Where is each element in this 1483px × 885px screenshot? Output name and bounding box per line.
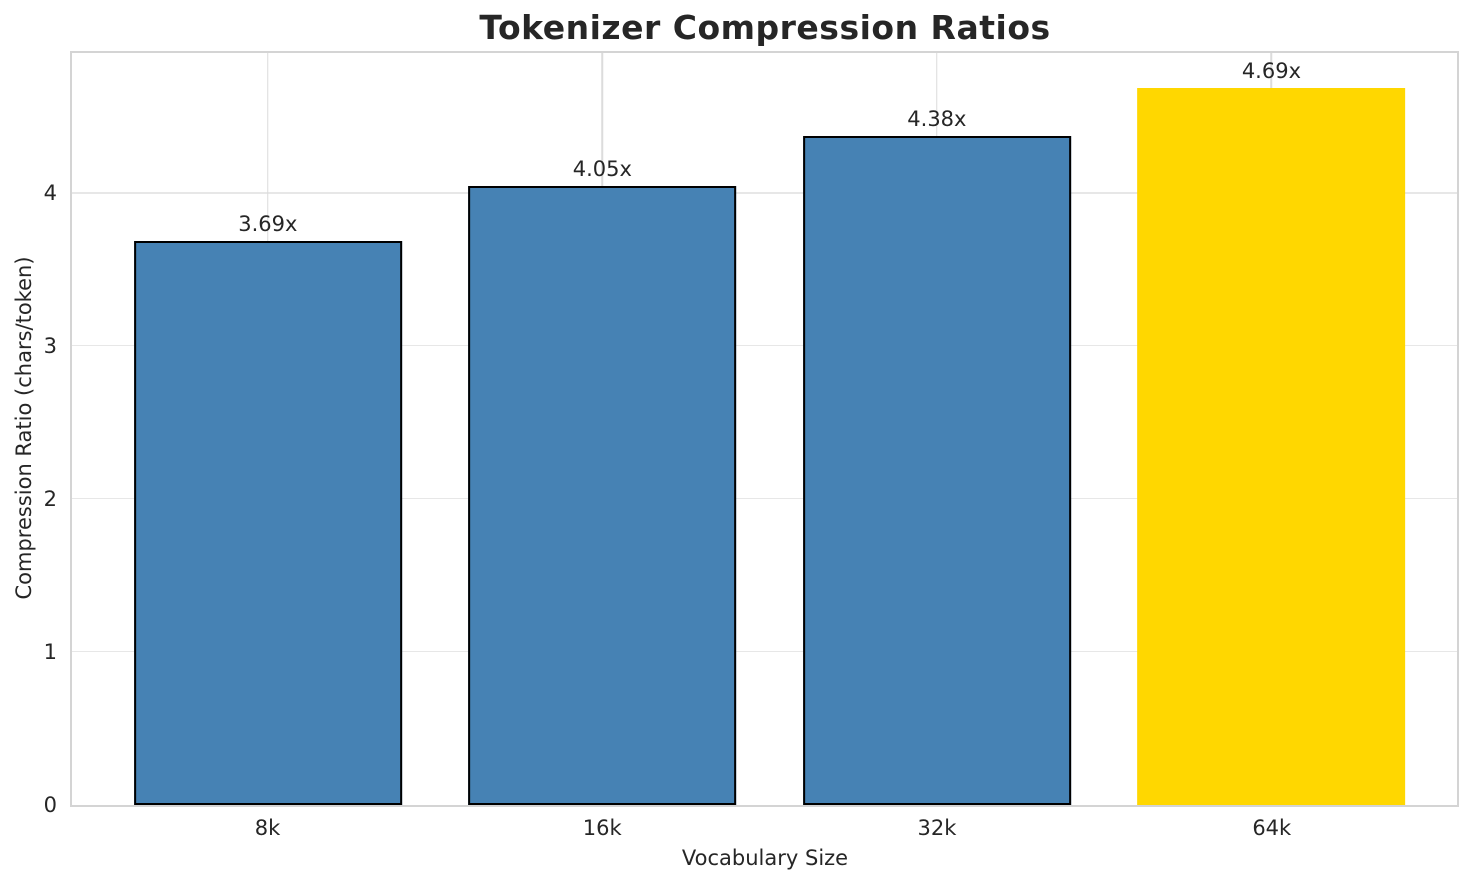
x-axis-label: Vocabulary Size [681,846,849,870]
gridline-horizontal [72,344,1457,347]
y-tick-label: 4 [43,181,57,206]
x-tick-label: 16k [582,816,622,840]
y-axis-label: Compression Ratio (chars/token) [12,256,36,600]
y-tick-label: 3 [43,333,57,358]
y-tick-label: 0 [43,792,57,817]
chart-title: Tokenizer Compression Ratios [479,8,1051,47]
bar-value-label: 4.69x [1241,59,1301,84]
y-tick-label: 2 [43,486,57,511]
bar-64k [1137,88,1406,805]
bar-value-label: 4.05x [572,156,632,181]
x-tick-label: 32k [917,816,957,840]
x-tick-label: 64k [1252,816,1292,840]
bars-layer: 3.69x 4.05x 4.38x 4.69x [72,53,1457,805]
gridline-horizontal [72,650,1457,653]
x-tick-label: 8k [254,816,281,840]
plot-area: 3.69x 4.05x 4.38x 4.69x [70,51,1459,807]
bar-16k [468,185,737,805]
bar-32k [803,135,1071,805]
bar-8k [133,241,402,805]
bar-value-label: 3.69x [238,212,298,236]
gridline-horizontal [72,192,1457,194]
y-tick-label: 1 [43,639,57,664]
bar-value-label: 4.38x [907,106,967,131]
gridline-horizontal [72,497,1457,500]
